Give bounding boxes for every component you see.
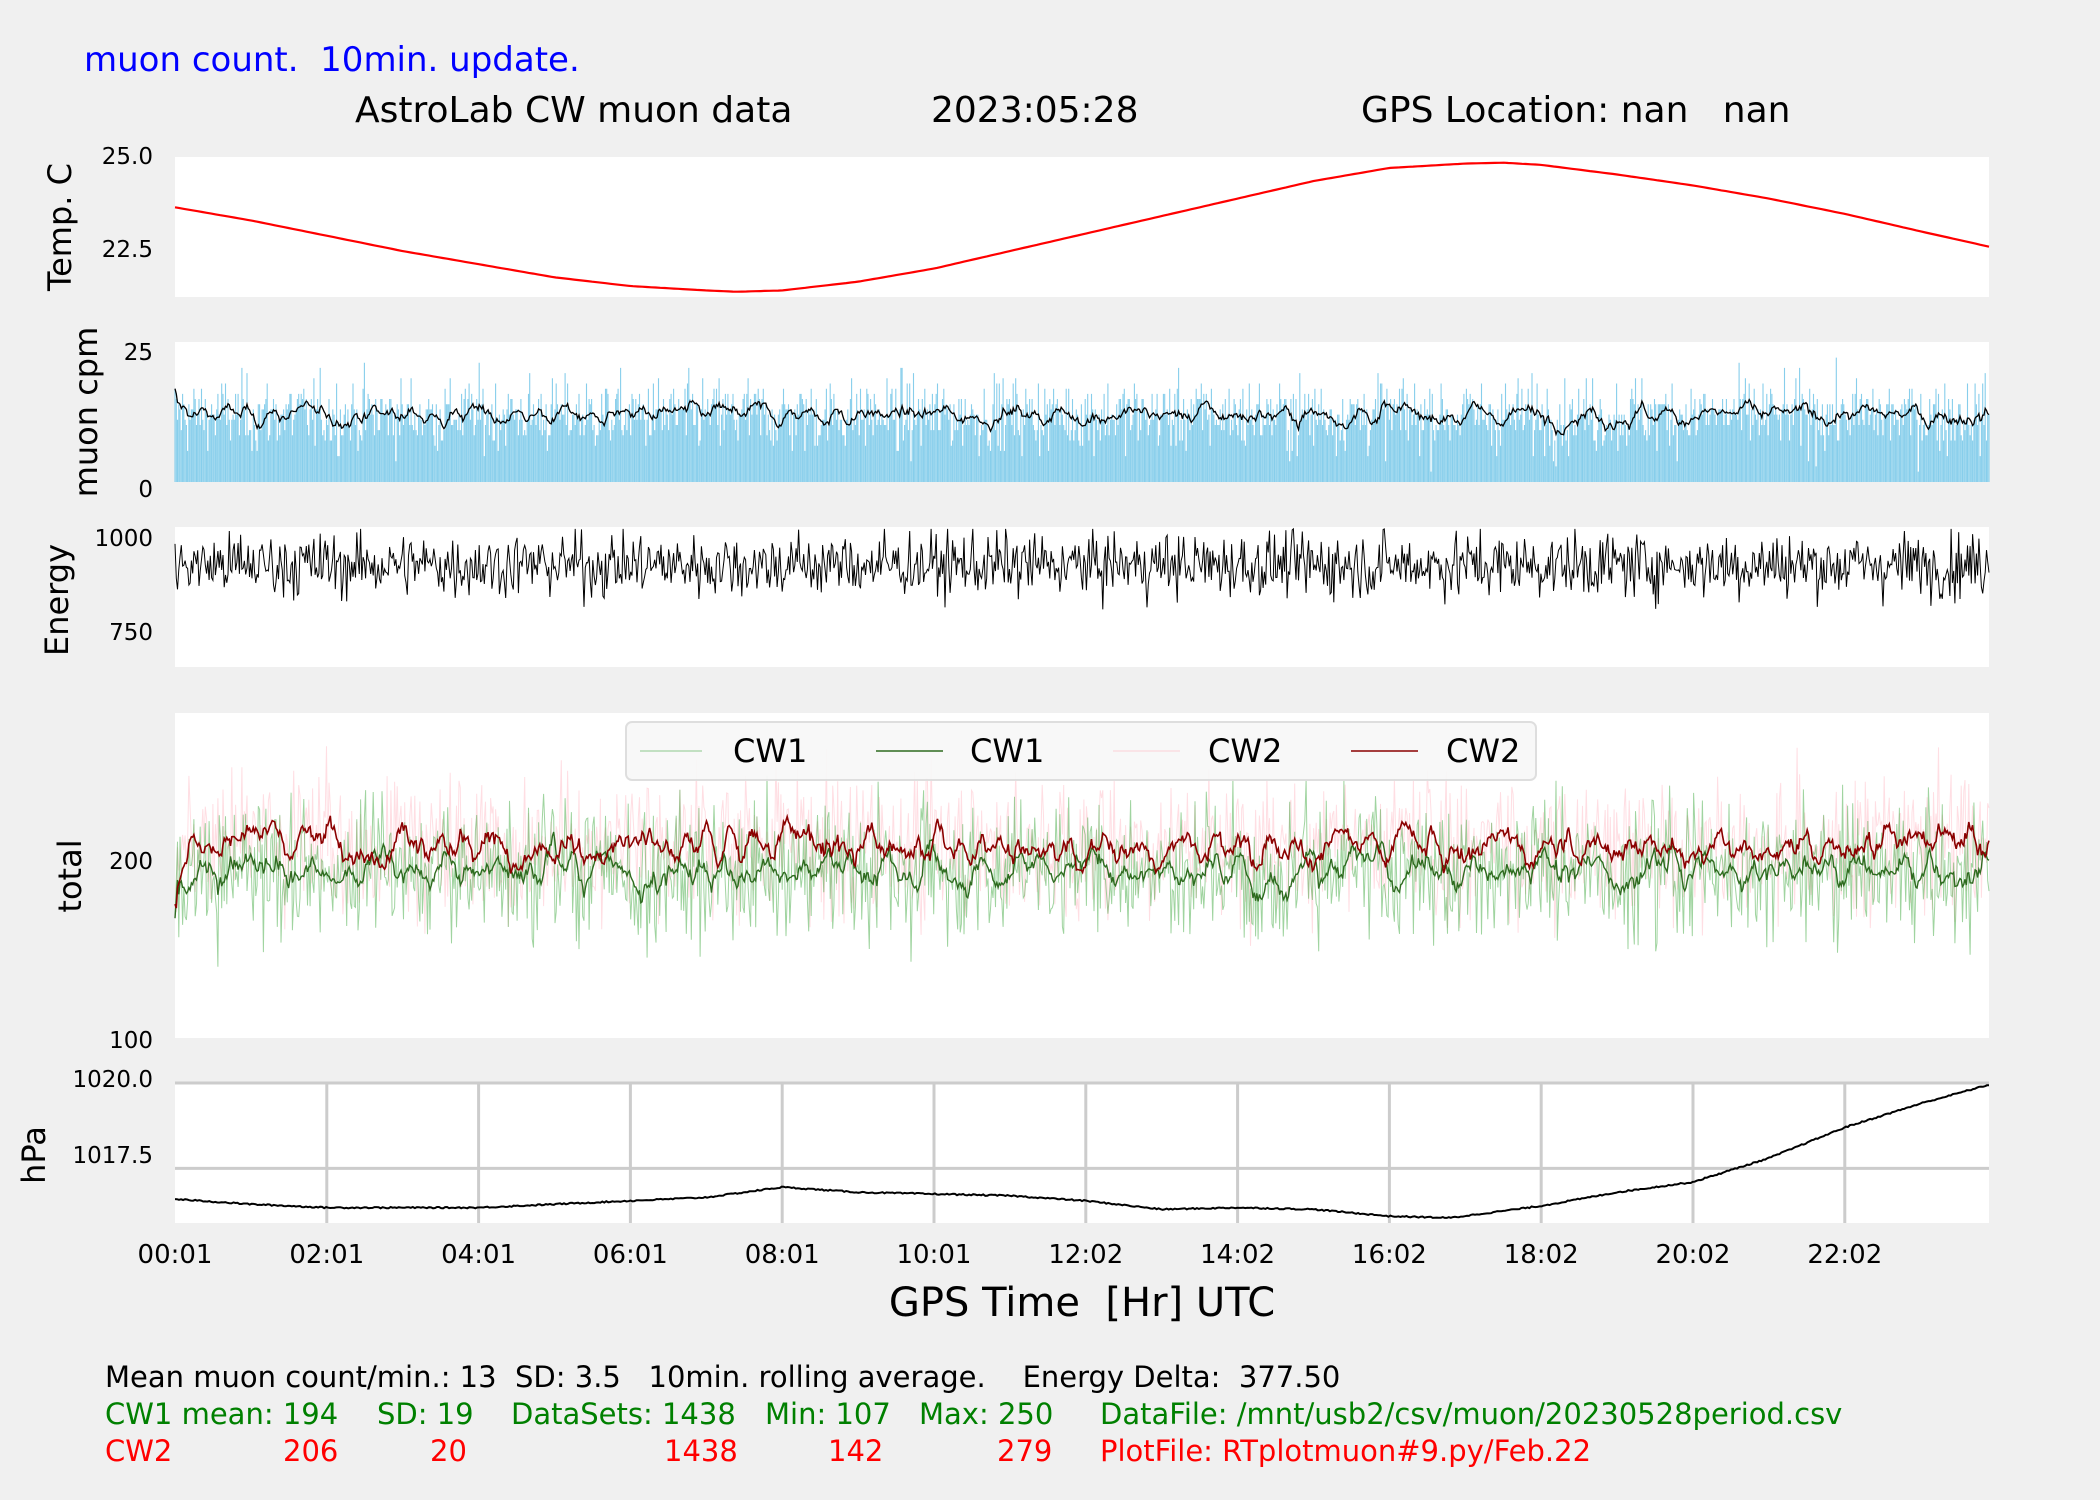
ylabel-energy: Energy <box>38 543 76 657</box>
ytick-cpm-25: 25 <box>123 340 153 366</box>
total-series <box>174 746 1990 967</box>
cw2-datasets: 1438 <box>664 1434 738 1468</box>
ylabel-total: total <box>51 839 89 913</box>
temp-series <box>174 161 1990 293</box>
cw1-min: Min: 107 <box>765 1397 891 1431</box>
x-tick-label: 12:02 <box>1048 1240 1124 1270</box>
ylabel-cpm: muon cpm <box>67 326 105 498</box>
ylabel-pressure: hPa <box>15 1126 53 1184</box>
energy-panel <box>175 527 1989 667</box>
legend: CW1 CW1 CW2 CW2 <box>625 721 1537 781</box>
cw2-rolling-line <box>174 813 1990 909</box>
x-tick-label: 04:01 <box>441 1240 517 1270</box>
legend-label-cw2-avg: CW2 <box>1446 732 1520 770</box>
cpm-bars <box>174 357 1990 482</box>
cw2-label: CW2 <box>105 1434 173 1468</box>
cw2-sd: 20 <box>430 1434 467 1468</box>
legend-box <box>625 721 1537 781</box>
energy-series <box>174 527 1990 610</box>
x-tick-label: 18:02 <box>1503 1240 1579 1270</box>
cw1-datafile: DataFile: /mnt/usb2/csv/muon/20230528per… <box>1100 1397 1843 1431</box>
cpm-rolling-path <box>174 388 1990 437</box>
cw1-mean: CW1 mean: 194 <box>105 1397 339 1431</box>
x-tick-label: 16:02 <box>1351 1240 1427 1270</box>
ytick-cpm-0: 0 <box>138 477 153 503</box>
ytick-total-200: 200 <box>109 849 153 875</box>
pressure-series <box>174 1084 1990 1219</box>
cw1-datasets: DataSets: 1438 <box>511 1397 736 1431</box>
x-tick-label: 00:01 <box>137 1240 213 1270</box>
ytick-temp-25: 25.0 <box>101 144 153 170</box>
cw1-max: Max: 250 <box>919 1397 1054 1431</box>
x-tick-label: 20:02 <box>1655 1240 1731 1270</box>
cw1-raw-line <box>174 775 1990 967</box>
ytick-pressure-1020: 1020.0 <box>72 1067 153 1093</box>
x-tick-label: 08:01 <box>744 1240 820 1270</box>
ytick-temp-22-5: 22.5 <box>101 237 153 263</box>
temp-panel <box>175 157 1989 297</box>
ylabel-temp: Temp. C <box>41 163 79 291</box>
ytick-pressure-1017-5: 1017.5 <box>72 1143 153 1169</box>
ytick-energy-1000: 1000 <box>94 526 153 552</box>
ytick-total-100: 100 <box>109 1028 153 1054</box>
energy-line <box>174 527 1990 610</box>
stats-line-1: Mean muon count/min.: 13 SD: 3.5 10min. … <box>105 1360 1341 1394</box>
x-axis-label: GPS Time [Hr] UTC <box>888 1280 1276 1326</box>
x-tick-label: 14:02 <box>1200 1240 1276 1270</box>
gps-location: GPS Location: nan nan <box>1361 90 1791 131</box>
pressure-line <box>174 1084 1990 1219</box>
cw2-min: 142 <box>828 1434 884 1468</box>
cw2-raw-line <box>174 746 1990 946</box>
x-tick-label: 06:01 <box>592 1240 668 1270</box>
legend-label-cw1-avg: CW1 <box>970 732 1044 770</box>
cw2-plotfile: PlotFile: RTplotmuon#9.py/Feb.22 <box>1100 1434 1592 1468</box>
legend-label-cw2-raw: CW2 <box>1208 732 1282 770</box>
cw1-rolling-line <box>174 831 1990 919</box>
cpm-rolling-line <box>174 388 1990 437</box>
cpm-bar-path <box>174 357 1990 482</box>
x-tick-label: 22:02 <box>1807 1240 1883 1270</box>
cpm-panel <box>175 342 1989 482</box>
chart-title: AstroLab CW muon data <box>355 90 793 131</box>
x-tick-label: 02:01 <box>289 1240 365 1270</box>
cw2-mean: 206 <box>283 1434 339 1468</box>
chart-date: 2023:05:28 <box>931 90 1139 131</box>
pressure-grid <box>175 1081 1989 1223</box>
ytick-energy-750: 750 <box>109 620 153 646</box>
cw1-sd: SD: 19 <box>377 1397 474 1431</box>
mode-label: muon count. 10min. update. <box>84 40 580 80</box>
x-tick-label: 10:01 <box>896 1240 972 1270</box>
temp-line <box>174 161 1990 293</box>
cw2-max: 279 <box>997 1434 1053 1468</box>
legend-label-cw1-raw: CW1 <box>733 732 807 770</box>
